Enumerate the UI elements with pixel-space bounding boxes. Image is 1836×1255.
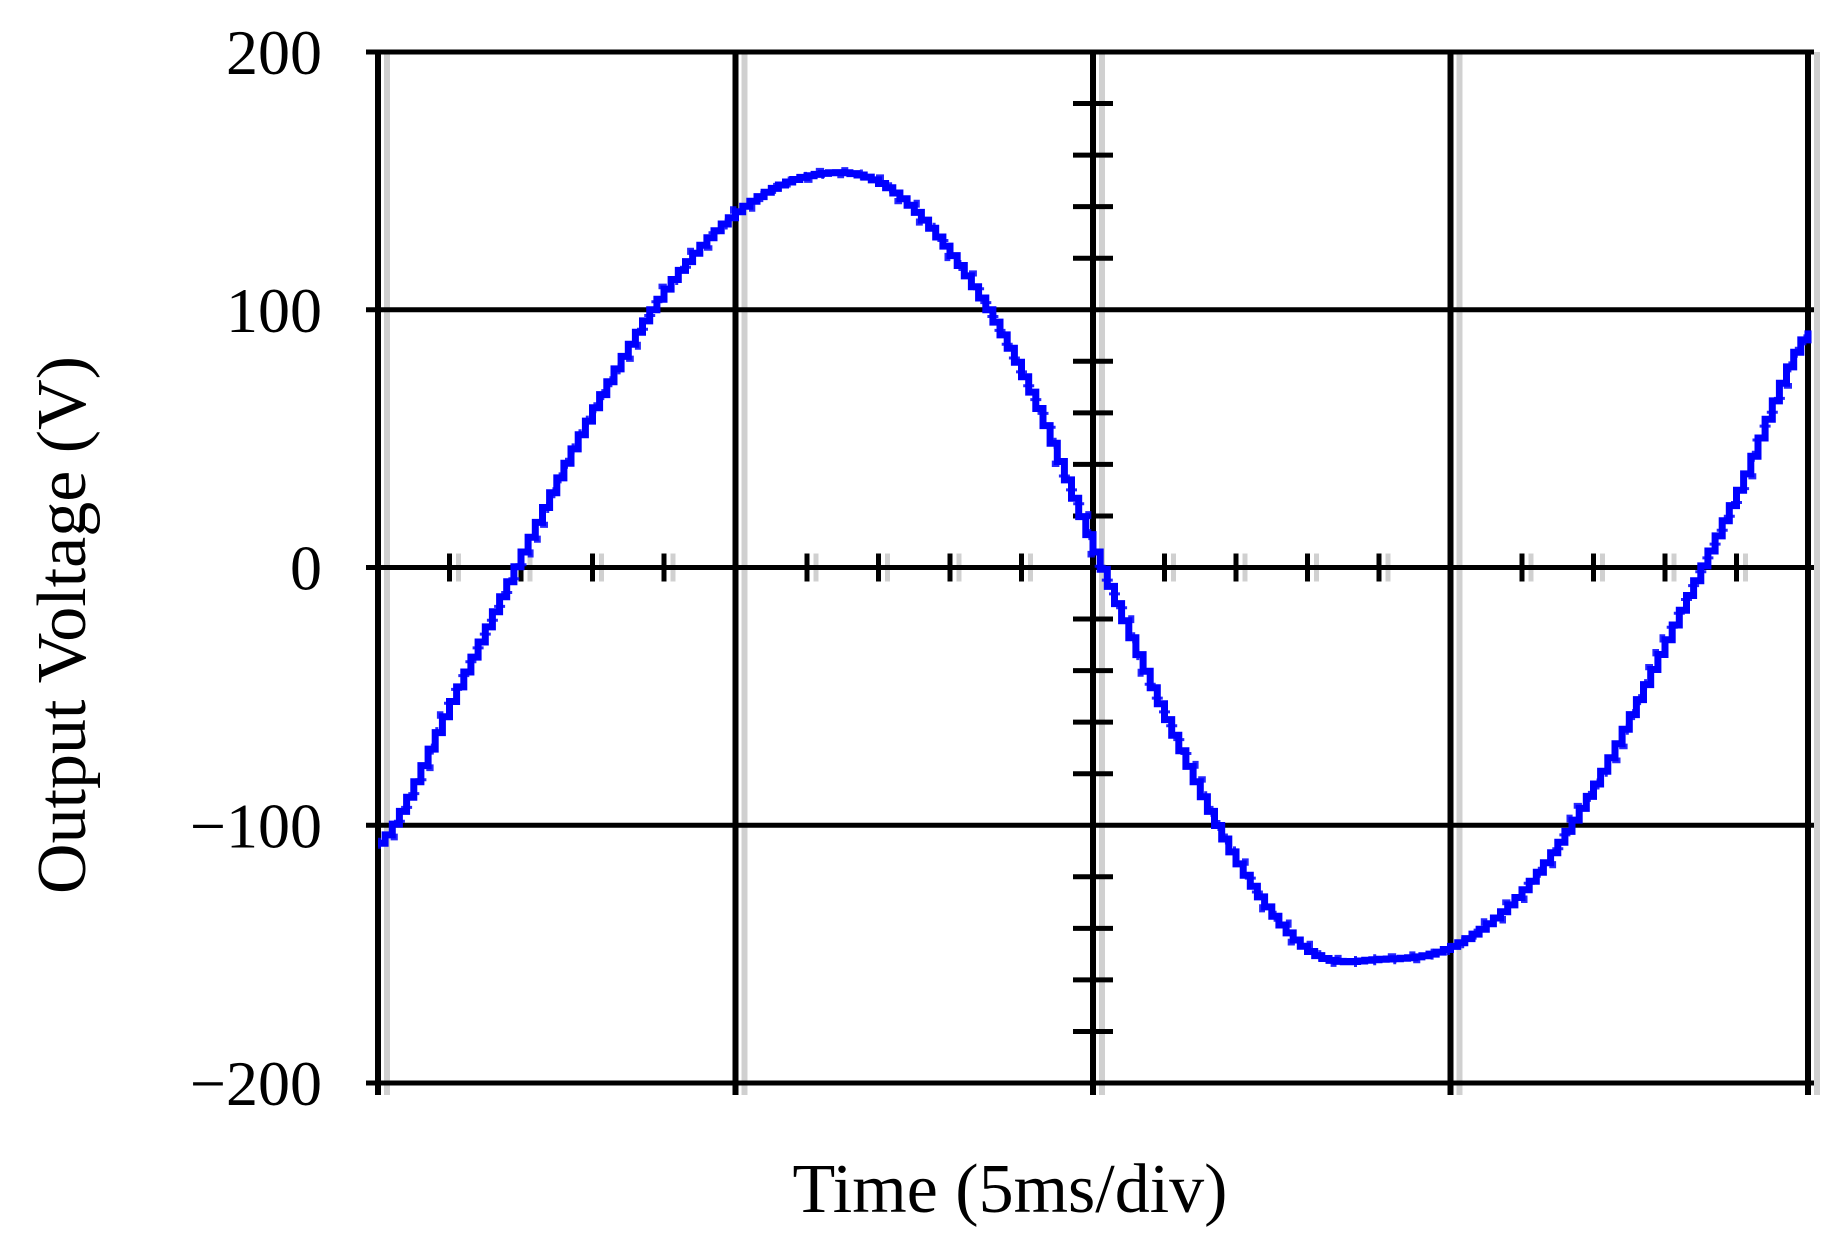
y-tick-label: 200 <box>226 17 322 88</box>
y-tick-label: 100 <box>226 275 322 346</box>
plot-grid <box>366 49 1814 1095</box>
y-tick-label: −100 <box>190 790 322 861</box>
y-tick-label: 0 <box>290 533 322 604</box>
series-step-marks <box>378 167 1814 968</box>
y-tick-labels: 200 100 0 −100 −200 <box>190 17 322 1119</box>
series-group <box>378 167 1814 968</box>
minor-ticks <box>447 101 1739 1034</box>
y-tick-label: −200 <box>190 1048 322 1119</box>
y-axis-label: Output Voltage (V) <box>24 356 101 894</box>
x-axis-label: Time (5ms/div) <box>793 1151 1228 1228</box>
